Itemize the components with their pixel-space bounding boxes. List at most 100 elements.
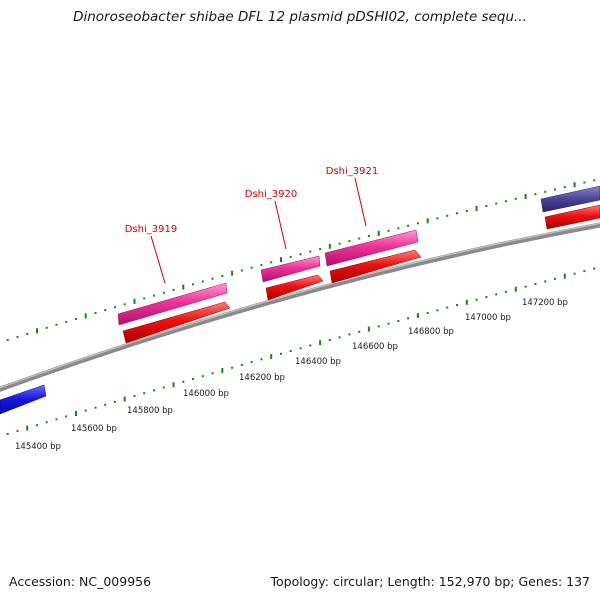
minor-tick xyxy=(162,386,165,389)
minor-tick xyxy=(201,375,204,378)
minor-tick xyxy=(55,418,58,421)
minor-tick xyxy=(55,323,58,326)
minor-tick xyxy=(192,378,194,380)
minor-tick xyxy=(534,283,537,285)
callout-line-dshi-3919 xyxy=(150,235,166,284)
plasmid-backbone-highlight xyxy=(0,222,600,389)
callout-line-dshi-3920 xyxy=(274,200,287,250)
cds-feature-right-edge[interactable] xyxy=(544,204,600,230)
minor-tick xyxy=(465,209,468,212)
minor-tick xyxy=(26,332,29,335)
minor-tick xyxy=(593,179,596,182)
gene-feature-right-edge[interactable] xyxy=(540,185,600,213)
scale-tick-label: 146800 bp xyxy=(408,327,454,337)
minor-tick xyxy=(573,272,576,275)
minor-tick xyxy=(593,267,596,270)
minor-tick xyxy=(6,338,9,341)
major-tick xyxy=(221,368,224,373)
minor-tick xyxy=(338,242,341,245)
gene-label-dshi-3920[interactable]: Dshi_3920 xyxy=(245,189,297,200)
minor-tick xyxy=(260,358,263,361)
minor-tick xyxy=(407,317,410,320)
minor-tick xyxy=(397,227,400,230)
major-tick xyxy=(367,326,370,332)
minor-tick xyxy=(280,352,282,355)
minor-tick xyxy=(250,361,253,364)
gene-feature-dshi-3920[interactable] xyxy=(260,255,321,283)
major-tick xyxy=(514,286,517,292)
minor-tick xyxy=(446,214,449,217)
minor-tick xyxy=(289,255,292,258)
minor-tick xyxy=(514,197,517,200)
minor-tick xyxy=(544,280,547,283)
outer-tick-ring xyxy=(6,179,596,341)
minor-tick xyxy=(182,380,185,383)
minor-tick xyxy=(436,217,439,220)
topology-summary: Topology: circular; Length: 152,970 bp; … xyxy=(270,574,591,589)
minor-tick xyxy=(16,335,19,338)
minor-tick xyxy=(397,320,400,322)
minor-tick xyxy=(377,325,380,328)
minor-tick xyxy=(133,395,136,398)
minor-tick xyxy=(554,188,556,191)
minor-tick xyxy=(65,320,68,323)
cds-feature-dshi-3920[interactable] xyxy=(265,274,324,301)
minor-tick xyxy=(104,403,107,406)
minor-tick xyxy=(143,392,146,395)
minor-tick xyxy=(387,229,390,232)
minor-tick xyxy=(153,294,155,297)
minor-tick xyxy=(211,277,214,280)
cds-feature-dshi-3921[interactable] xyxy=(329,249,422,284)
cds-feature-left-edge[interactable] xyxy=(0,384,47,415)
major-tick xyxy=(416,313,419,319)
minor-tick xyxy=(328,339,331,341)
minor-tick xyxy=(446,306,449,309)
major-tick xyxy=(465,299,468,305)
major-tick xyxy=(563,273,566,279)
minor-tick xyxy=(153,389,155,392)
minor-tick xyxy=(6,433,9,435)
minor-tick xyxy=(319,248,322,250)
minor-tick xyxy=(250,266,253,269)
minor-tick xyxy=(358,330,361,333)
major-tick xyxy=(133,298,136,304)
gene-label-dshi-3919[interactable]: Dshi_3919 xyxy=(125,224,177,235)
major-tick xyxy=(84,313,87,319)
minor-tick xyxy=(534,193,537,196)
minor-tick xyxy=(407,224,410,227)
minor-tick xyxy=(583,270,586,273)
minor-tick xyxy=(338,336,341,339)
minor-tick xyxy=(211,372,214,375)
minor-tick xyxy=(16,430,19,433)
minor-tick xyxy=(436,309,439,312)
minor-tick xyxy=(505,290,507,293)
scale-tick-label: 146600 bp xyxy=(352,342,398,352)
gene-feature-dshi-3919[interactable] xyxy=(117,282,228,326)
minor-tick xyxy=(554,277,556,280)
minor-tick xyxy=(426,312,429,314)
major-tick xyxy=(319,340,322,346)
major-tick xyxy=(231,270,234,276)
scale-tick-label: 147200 bp xyxy=(522,298,568,308)
gene-label-dshi-3921[interactable]: Dshi_3921 xyxy=(326,166,378,177)
scale-tick-label: 146400 bp xyxy=(295,357,341,367)
minor-tick xyxy=(36,424,38,427)
minor-tick xyxy=(192,283,194,286)
major-tick xyxy=(75,411,77,416)
cds-feature-dshi-3919[interactable] xyxy=(122,301,231,344)
major-tick xyxy=(172,382,175,388)
scale-tick-label: 146000 bp xyxy=(183,389,229,399)
minor-tick xyxy=(123,303,126,306)
minor-tick xyxy=(75,317,77,320)
minor-tick xyxy=(94,406,97,409)
minor-tick xyxy=(348,240,351,243)
minor-tick xyxy=(240,269,243,272)
minor-tick xyxy=(260,264,263,266)
major-tick xyxy=(36,328,38,334)
gene-feature-dshi-3921[interactable] xyxy=(324,229,419,267)
minor-tick xyxy=(475,298,478,301)
minor-tick xyxy=(45,326,48,329)
minor-tick xyxy=(221,275,224,277)
scale-tick-label: 145800 bp xyxy=(127,406,173,416)
